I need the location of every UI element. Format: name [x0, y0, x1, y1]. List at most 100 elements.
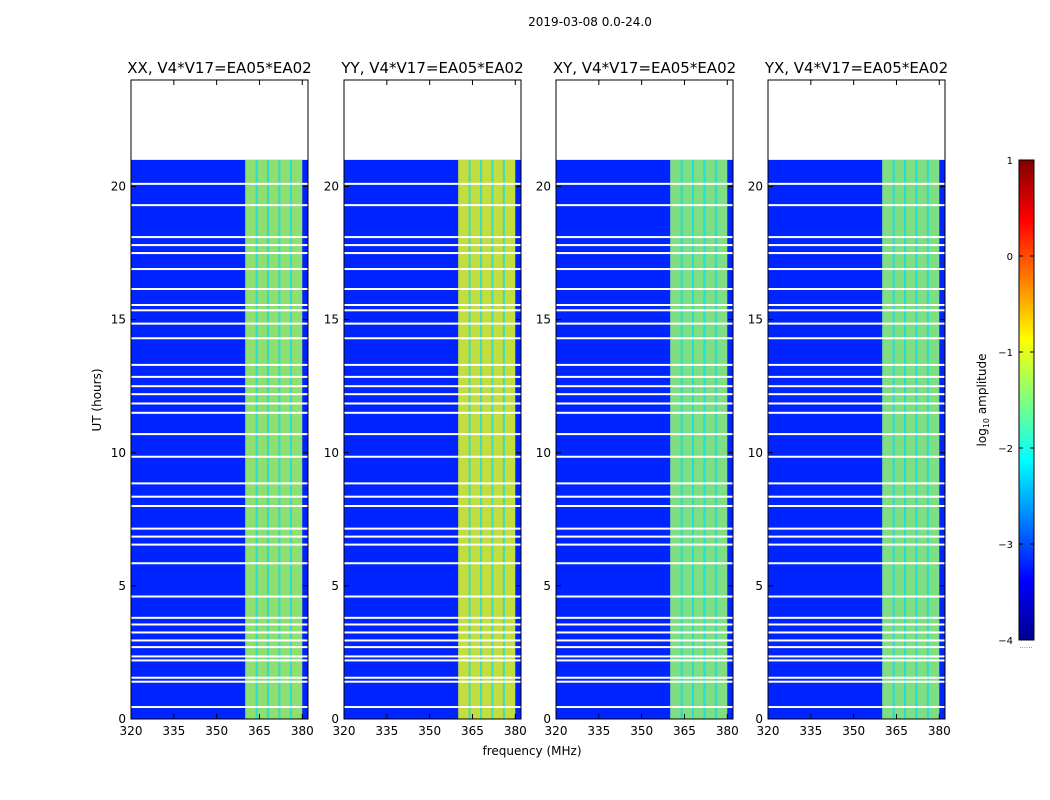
- x-tick-label: 350: [205, 724, 228, 738]
- flag-gap: [556, 385, 733, 388]
- flag-gap: [768, 535, 945, 538]
- band-stripe: [480, 159, 483, 719]
- flag-gap: [768, 393, 945, 396]
- flag-gap: [344, 706, 521, 709]
- flag-gap: [556, 676, 733, 679]
- flag-gap: [344, 303, 521, 306]
- x-tick-label: 335: [799, 724, 822, 738]
- flag-gap: [556, 543, 733, 546]
- colorbar-tick-label: −1: [998, 348, 1013, 359]
- x-tick-label: 380: [291, 724, 314, 738]
- flag-gap: [768, 706, 945, 709]
- flag-gap: [556, 337, 733, 340]
- flag-gap: [344, 375, 521, 378]
- colorbar-tick-label: −4: [998, 636, 1013, 647]
- colorbar: 1 0 −1 −2 −3 −4 log10 amplitude ......: [975, 156, 1035, 650]
- y-tick-label: 20: [536, 180, 551, 194]
- band-stripe: [278, 159, 281, 719]
- flag-gap: [556, 288, 733, 291]
- y-tick-label: 15: [111, 313, 126, 327]
- flag-gap: [556, 433, 733, 436]
- x-tick-label: 350: [418, 724, 441, 738]
- flag-gap: [556, 393, 733, 396]
- flag-gap: [768, 562, 945, 565]
- flag-gap: [344, 363, 521, 366]
- x-tick-label: 320: [545, 724, 568, 738]
- flag-gap: [768, 616, 945, 619]
- x-tick-label: 320: [757, 724, 780, 738]
- flag-gap: [768, 385, 945, 388]
- flag-gap: [131, 706, 308, 709]
- flag-gap: [131, 655, 308, 658]
- flag-gap: [768, 303, 945, 306]
- flag-gap: [131, 204, 308, 207]
- flag-gap: [768, 411, 945, 414]
- flag-gap: [768, 646, 945, 649]
- flag-gap: [131, 252, 308, 255]
- flag-gap: [768, 236, 945, 239]
- panel-xy: XY, V4*V17=EA05*EA02 0 5 10 15 20 320 335 350 365…: [536, 59, 739, 738]
- flag-gap: [556, 680, 733, 683]
- flag-gap: [131, 288, 308, 291]
- flag-gap: [556, 639, 733, 642]
- flag-gap: [768, 309, 945, 312]
- flag-gap: [131, 535, 308, 538]
- flag-gap: [768, 363, 945, 366]
- flag-gap: [131, 337, 308, 340]
- flag-gap: [131, 543, 308, 546]
- flag-gap: [131, 482, 308, 485]
- axes-frame: [130, 79, 309, 720]
- x-tick-label: 350: [630, 724, 653, 738]
- flag-gap: [768, 182, 945, 185]
- band-stripe: [915, 159, 918, 719]
- flag-gap: [344, 535, 521, 538]
- flag-gap: [344, 595, 521, 598]
- flag-gap: [556, 495, 733, 498]
- flag-gap: [768, 337, 945, 340]
- flag-gap: [131, 595, 308, 598]
- flag-gap: [768, 659, 945, 662]
- colorbar-footer: ......: [1019, 642, 1032, 650]
- flag-gap: [556, 527, 733, 530]
- flag-gap: [131, 562, 308, 565]
- flag-gap: [344, 244, 521, 247]
- flag-gap: [131, 268, 308, 271]
- flag-gap: [556, 623, 733, 626]
- band-stripe: [692, 159, 695, 719]
- bright-band: [245, 159, 303, 719]
- band-stripe: [255, 159, 258, 719]
- flag-gap: [768, 623, 945, 626]
- flag-gap: [344, 268, 521, 271]
- x-tick-label: 335: [375, 724, 398, 738]
- band-stripe: [904, 159, 907, 719]
- axes-frame: [343, 79, 522, 720]
- band-stripe: [680, 159, 683, 719]
- colorbar-tick-label: 1: [1007, 156, 1013, 167]
- y-tick-label: 10: [748, 446, 763, 460]
- figure-title: 2019-03-08 0.0-24.0: [528, 15, 652, 29]
- y-tick-label: 10: [111, 446, 126, 460]
- flag-gap: [556, 363, 733, 366]
- flag-gap: [556, 659, 733, 662]
- flag-gap: [556, 505, 733, 507]
- y-axis-label: UT (hours): [90, 368, 104, 431]
- flag-gap: [131, 646, 308, 649]
- flag-gap: [344, 543, 521, 546]
- flag-gap: [344, 252, 521, 255]
- flag-gap: [344, 505, 521, 507]
- flag-gap: [344, 288, 521, 291]
- y-tick-label: 5: [755, 579, 763, 593]
- flag-gap: [344, 482, 521, 485]
- flag-gap: [344, 676, 521, 679]
- flag-gap: [131, 616, 308, 619]
- flag-gap: [131, 182, 308, 185]
- x-tick-label: 380: [504, 724, 527, 738]
- flag-gap: [556, 322, 733, 325]
- band-stripe: [892, 159, 895, 719]
- flag-gap: [131, 244, 308, 247]
- flag-gap: [131, 385, 308, 388]
- flag-gap: [344, 385, 521, 388]
- flag-gap: [344, 433, 521, 436]
- flag-gap: [768, 495, 945, 498]
- band-stripe: [468, 159, 471, 719]
